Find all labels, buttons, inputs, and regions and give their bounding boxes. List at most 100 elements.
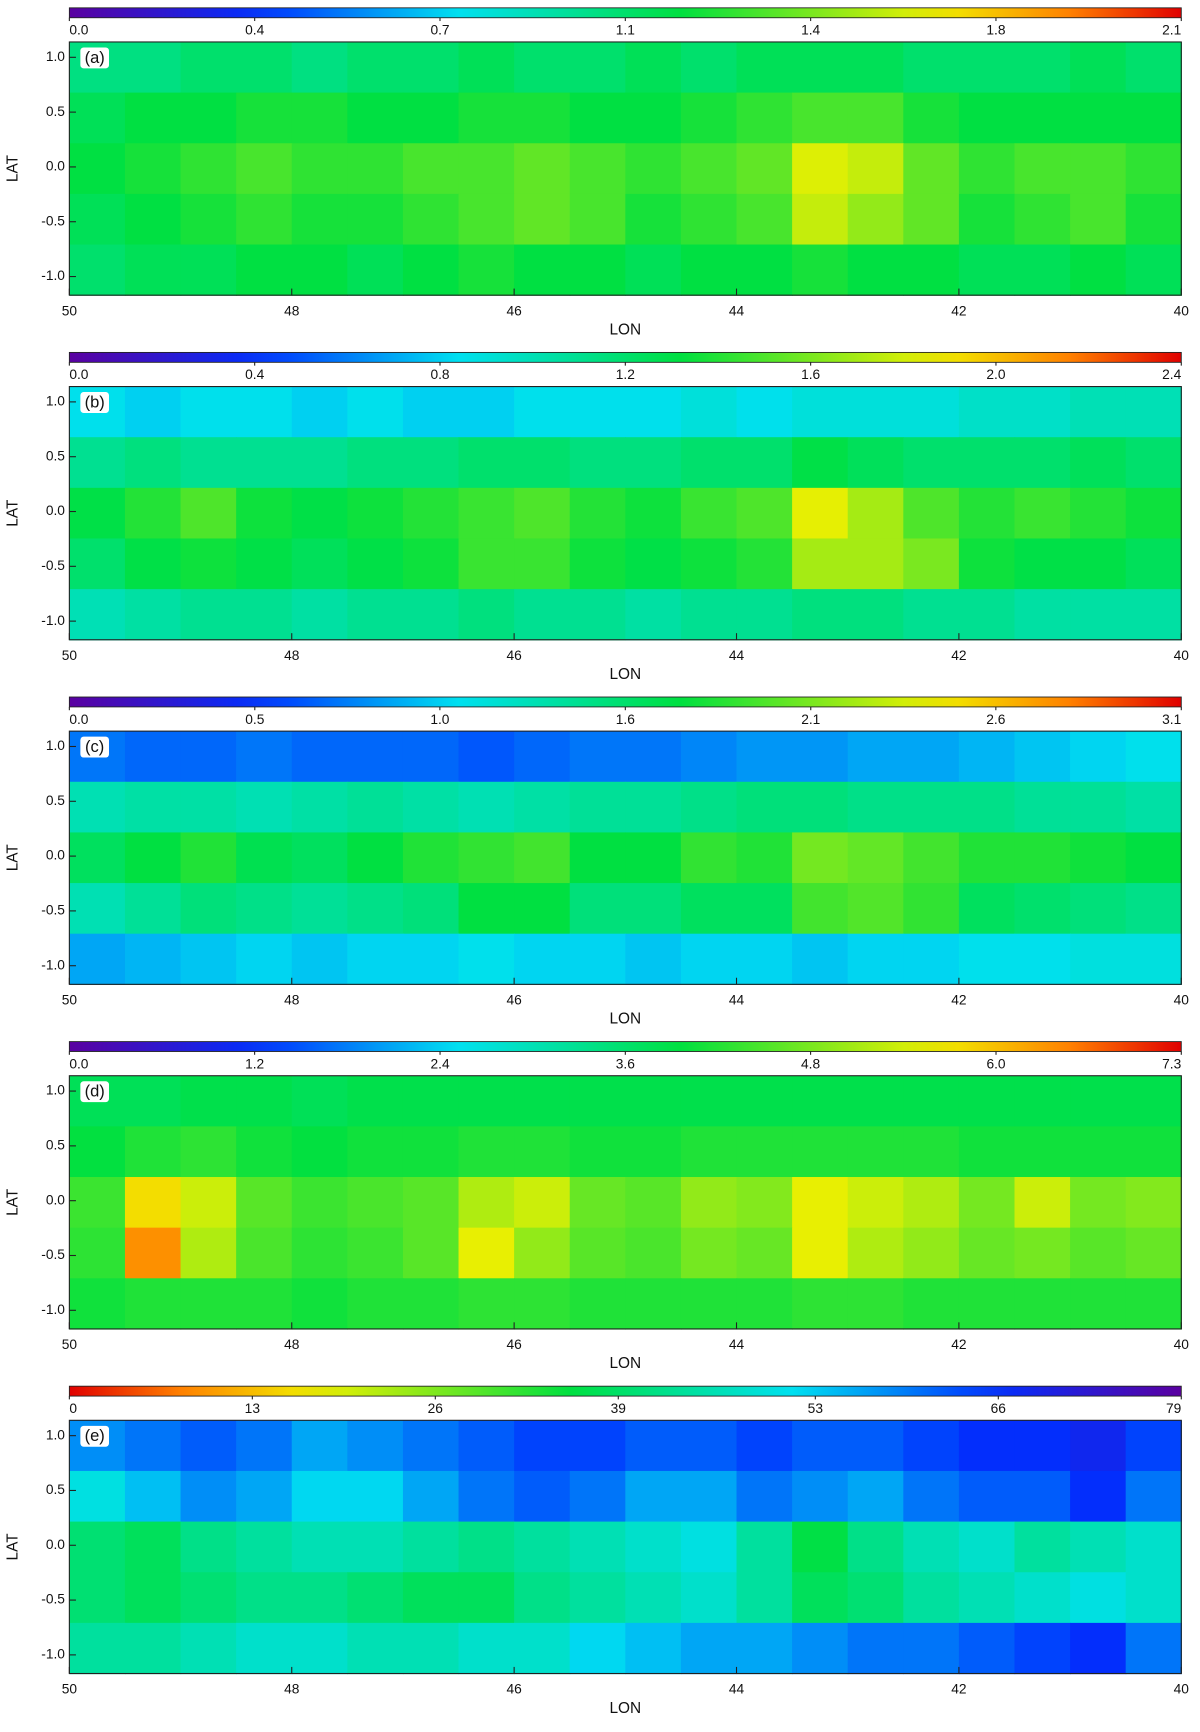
heatmap-cell (625, 193, 682, 246)
heatmap-cell (291, 1622, 348, 1675)
heatmap-cell (458, 1622, 515, 1675)
heatmap-cell (514, 1177, 571, 1229)
heatmap-cell (903, 883, 960, 935)
heatmap-cell (1125, 781, 1182, 834)
plot-frame (68, 1419, 1182, 1675)
heatmap-cell (402, 538, 460, 590)
heatmap-cell (291, 538, 348, 590)
colorbar (68, 1041, 1182, 1052)
heatmap-cell (69, 589, 126, 641)
heatmap-cell (736, 1622, 793, 1675)
heatmap-cell (402, 143, 460, 195)
heatmap-cell (514, 244, 571, 296)
heatmap-cell (903, 933, 960, 986)
heatmap-cell (1070, 143, 1127, 195)
y-tick-label: 0.5 (46, 1138, 65, 1153)
heatmap-cell (69, 1622, 126, 1675)
heatmap-cell (347, 1420, 404, 1472)
heatmap-cell (124, 781, 182, 834)
heatmap-cell (236, 1572, 293, 1624)
heatmap-cell (347, 1470, 404, 1523)
heatmap-cell (847, 1177, 904, 1229)
heatmap-cell (569, 1572, 626, 1624)
heatmap-cell (458, 487, 515, 540)
heatmap-cell (1125, 1278, 1182, 1330)
heatmap-cell (958, 1227, 1016, 1279)
heatmap-cell (180, 1227, 237, 1279)
heatmap-cell (1014, 1420, 1071, 1472)
heatmap-cell (1125, 1420, 1182, 1472)
heatmap-cell (792, 1126, 849, 1178)
heatmap-cell (291, 589, 348, 641)
heatmap-cell (958, 1177, 1016, 1229)
heatmap-cell (514, 1278, 571, 1330)
heatmap-cell (680, 487, 738, 540)
heatmap-cell (625, 731, 682, 783)
colorbar-tick-label: 79 (1166, 1401, 1181, 1416)
heatmap-cell (958, 731, 1016, 783)
heatmap-cell (236, 1470, 293, 1523)
heatmap-cell (680, 244, 738, 296)
heatmap-cell (958, 933, 1016, 986)
y-axis-label: LAT (4, 499, 21, 527)
heatmap-cell (1014, 41, 1071, 94)
heatmap-cell (180, 487, 237, 540)
heatmap-cell (1070, 1075, 1127, 1128)
heatmap-cell (69, 193, 126, 246)
colorbar-tick-label: 1.2 (616, 367, 635, 382)
heatmap-cell (458, 1075, 515, 1128)
heatmap-cell (1125, 41, 1182, 94)
heatmap-cell (236, 92, 293, 144)
heatmap-cell (291, 933, 348, 986)
heatmap-cell (792, 244, 849, 296)
heatmap-cell (903, 832, 960, 884)
heatmap-cell (236, 1420, 293, 1472)
heatmap-cell (958, 1521, 1016, 1573)
heatmap-cell (124, 1572, 182, 1624)
heatmap-cell (569, 832, 626, 884)
x-tick-label: 48 (284, 648, 300, 663)
heatmap-cell (569, 589, 626, 641)
x-tick-label: 44 (729, 303, 745, 318)
heatmap-cell (847, 41, 904, 94)
heatmap-cell (347, 1521, 404, 1573)
heatmap-cell (402, 1227, 460, 1279)
heatmap-cell (903, 1227, 960, 1279)
heatmap-cell (458, 781, 515, 834)
y-tick-label: 0.0 (46, 503, 65, 518)
colorbar-tick-label: 1.6 (801, 367, 820, 382)
heatmap-cell (903, 731, 960, 783)
heatmap-cell (680, 1572, 738, 1624)
heatmap-cell (736, 244, 793, 296)
colorbar-tick-label: 1.8 (986, 23, 1005, 38)
heatmap-cell (402, 589, 460, 641)
heatmap-cell (458, 1420, 515, 1472)
x-tick-label: 46 (506, 648, 522, 663)
heatmap-cell (402, 1075, 460, 1128)
heatmap-cell (1125, 143, 1182, 195)
heatmap-cell (514, 386, 571, 438)
heatmap-cell (792, 193, 849, 246)
colorbar-tick-label: 39 (611, 1401, 626, 1416)
heatmap-cell (236, 933, 293, 986)
heatmap-cell (569, 1278, 626, 1330)
heatmap-cell (291, 487, 348, 540)
heatmap-cell (514, 1470, 571, 1523)
y-tick-label: 1.0 (46, 394, 65, 409)
heatmap-cell (569, 1420, 626, 1472)
heatmap-cell (458, 1126, 515, 1178)
heatmap-cell (1014, 832, 1071, 884)
heatmap-cell (514, 1521, 571, 1573)
heatmap-cell (1125, 92, 1182, 144)
heatmap-cell (180, 1278, 237, 1330)
heatmap-cell (236, 143, 293, 195)
heatmap-cell (1014, 538, 1071, 590)
panel-label-bg (80, 47, 109, 69)
heatmap-cell (347, 1126, 404, 1178)
heatmap-cell (291, 1521, 348, 1573)
heatmap-cell (347, 883, 404, 935)
heatmap-cell (736, 933, 793, 986)
heatmap-cell (847, 538, 904, 590)
plot-frame (68, 730, 1182, 985)
heatmap-cell (792, 1521, 849, 1573)
